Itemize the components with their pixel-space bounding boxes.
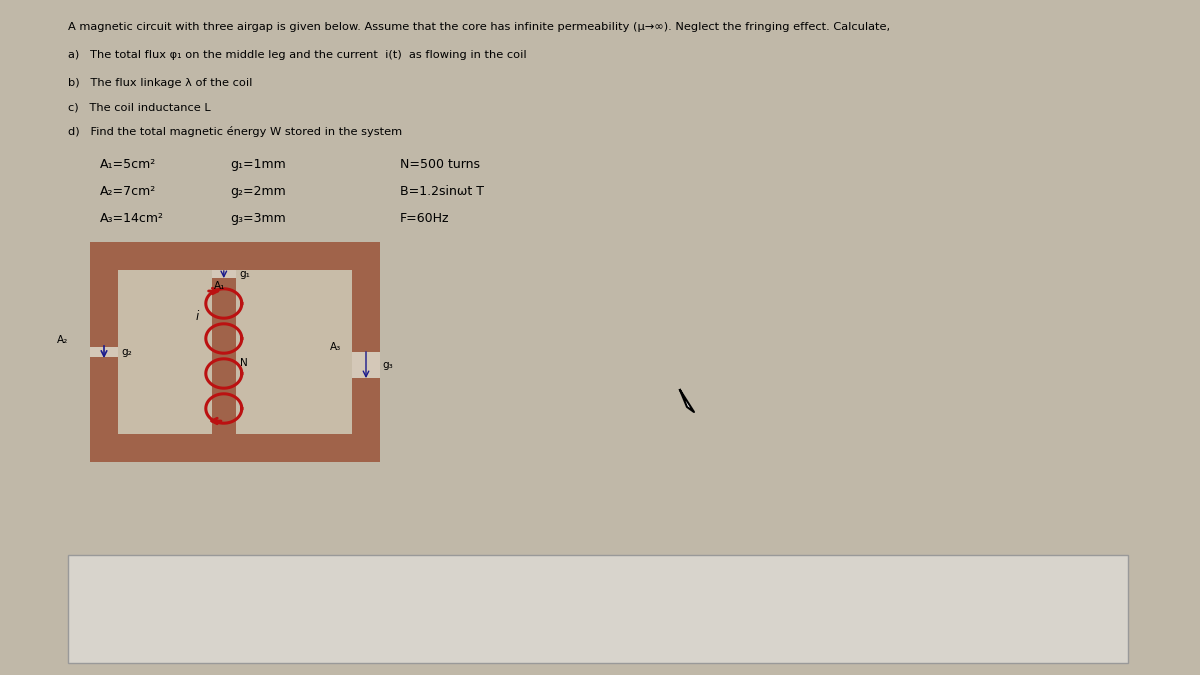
Text: A₃: A₃ (330, 342, 341, 352)
Text: c)   The coil inductance L: c) The coil inductance L (68, 102, 211, 112)
Text: b)   The flux linkage λ of the coil: b) The flux linkage λ of the coil (68, 78, 252, 88)
Text: g₃: g₃ (382, 360, 392, 370)
Text: N: N (240, 358, 247, 368)
Bar (90, 242, 380, 270)
Text: F=60Hz: F=60Hz (400, 212, 450, 225)
Text: A₁=5cm²: A₁=5cm² (100, 158, 156, 171)
Text: g₁: g₁ (240, 269, 251, 279)
Bar (90, 357, 118, 462)
Bar (352, 352, 380, 378)
Text: A₂=7cm²: A₂=7cm² (100, 185, 156, 198)
Text: A₂: A₂ (56, 335, 68, 345)
Text: g₃=3mm: g₃=3mm (230, 212, 286, 225)
Bar (118, 270, 212, 434)
Bar (212, 242, 236, 270)
Text: g₂=2mm: g₂=2mm (230, 185, 286, 198)
Text: i: i (196, 310, 199, 323)
Polygon shape (680, 390, 694, 412)
Text: N=500 turns: N=500 turns (400, 158, 480, 171)
Bar (68, 555, 1128, 663)
Text: B=1.2sinωt T: B=1.2sinωt T (400, 185, 484, 198)
Text: g₂: g₂ (121, 347, 132, 357)
Text: A₁: A₁ (214, 281, 226, 291)
Bar (90, 347, 118, 357)
Bar (352, 378, 380, 462)
Text: a)   The total flux φ₁ on the middle leg and the current  i(t)  as flowing in th: a) The total flux φ₁ on the middle leg a… (68, 50, 527, 60)
Bar (236, 270, 352, 434)
Bar (212, 270, 236, 278)
Text: g₁=1mm: g₁=1mm (230, 158, 286, 171)
Text: A₃=14cm²: A₃=14cm² (100, 212, 164, 225)
Text: A magnetic circuit with three airgap is given below. Assume that the core has in: A magnetic circuit with three airgap is … (68, 22, 890, 32)
Text: d)   Find the total magnetic énergy W stored in the system: d) Find the total magnetic énergy W sto… (68, 126, 402, 137)
Bar (90, 242, 118, 347)
Bar (212, 278, 236, 434)
Bar (90, 434, 380, 462)
Bar (352, 242, 380, 352)
